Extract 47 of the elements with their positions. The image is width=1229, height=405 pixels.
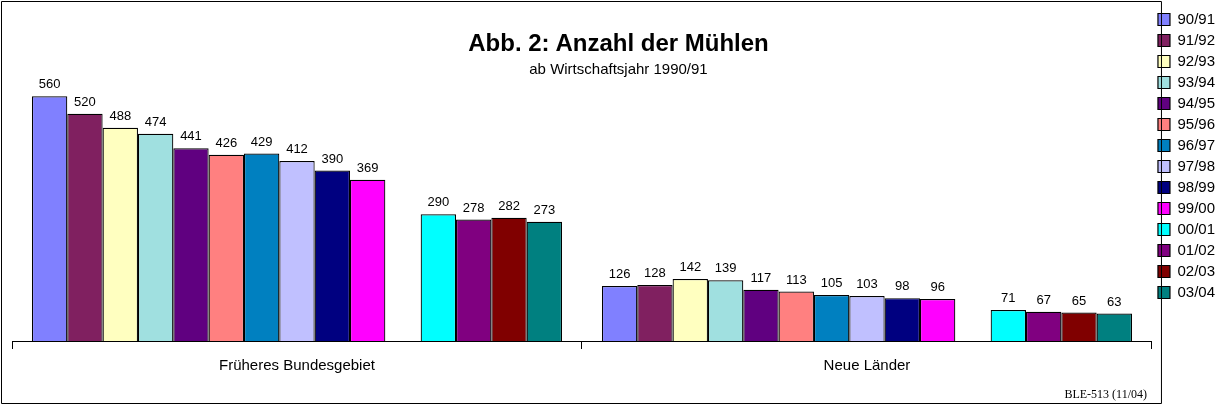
legend-label: 01/02 [1177, 240, 1216, 258]
data-label: 128 [644, 265, 666, 281]
legend-label: 00/01 [1177, 219, 1216, 237]
chart-subtitle: ab Wirtschaftsjahr 1990/91 [529, 59, 708, 77]
x-tick-label: Früheres Bundesgebiet [219, 356, 376, 374]
data-label: 520 [74, 93, 96, 109]
legend-label: 95/96 [1177, 114, 1216, 132]
x-tick-label: Neue Länder [823, 356, 911, 374]
data-label: 429 [250, 133, 273, 149]
data-label: 65 [1071, 292, 1087, 308]
legend-label: 98/99 [1177, 177, 1216, 195]
legend-label: 96/97 [1177, 135, 1216, 153]
data-label: 426 [215, 134, 238, 150]
data-label: 441 [180, 128, 202, 144]
legend-label: 90/91 [1177, 9, 1216, 27]
data-label: 282 [498, 197, 520, 213]
legend-label: 93/94 [1177, 72, 1216, 90]
data-label: 103 [856, 276, 878, 292]
data-label: 560 [38, 76, 61, 92]
data-label: 412 [286, 141, 308, 157]
data-label: 63 [1107, 293, 1122, 309]
data-label: 98 [895, 278, 910, 294]
data-label: 474 [144, 113, 167, 129]
legend-label: 94/95 [1177, 93, 1216, 111]
legend-label: 99/00 [1177, 198, 1216, 216]
data-label: 290 [427, 194, 450, 210]
data-label: 126 [608, 266, 631, 282]
data-label: 139 [714, 260, 737, 276]
text: BLE-513 (11/04) [1064, 387, 1147, 402]
data-label: 390 [321, 150, 344, 166]
data-label: 278 [462, 199, 485, 215]
legend-label: 02/03 [1177, 261, 1216, 279]
data-label: 113 [785, 271, 807, 287]
data-label: 117 [750, 269, 772, 285]
data-label: 273 [533, 201, 556, 217]
legend-label: 97/98 [1177, 156, 1216, 174]
legend-label: 91/92 [1177, 30, 1216, 48]
data-label: 105 [820, 275, 843, 291]
data-label: 96 [930, 279, 945, 295]
data-label: 71 [1001, 290, 1016, 306]
legend-label: 92/93 [1177, 51, 1216, 69]
data-label: 488 [109, 107, 132, 123]
data-label: 67 [1036, 291, 1051, 307]
data-label: 142 [679, 259, 702, 275]
chart-title: Abb. 2: Anzahl der Mühlen [468, 29, 769, 57]
data-label: 369 [356, 159, 379, 175]
legend-label: 03/04 [1177, 282, 1216, 300]
